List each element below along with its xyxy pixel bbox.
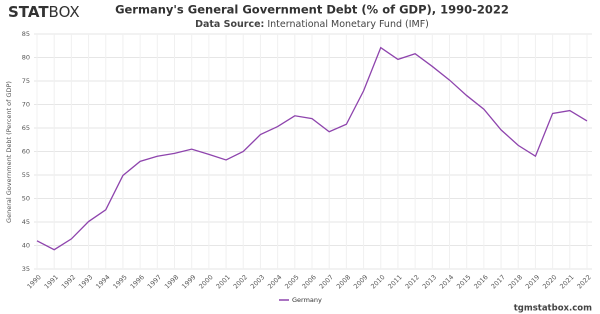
x-tick-label: 2015 [455,273,472,290]
x-tick-label: 1994 [94,273,111,290]
y-tick-label: 50 [22,195,30,203]
chart-title: Germany's General Government Debt (% of … [115,3,509,17]
x-tick-label: 2006 [300,273,317,290]
x-tick-label: 2004 [266,273,283,290]
x-tick-label: 1995 [111,273,128,290]
x-tick-label: 2013 [421,273,438,290]
y-tick-label: 70 [22,101,30,109]
x-tick-label: 2022 [575,273,592,290]
logo-bold: STAT [8,3,49,21]
x-tick-label: 2000 [197,273,214,290]
line [36,46,588,251]
x-tick-label: 2010 [369,273,386,290]
y-axis-label: General Government Debt (Percent of GDP) [5,81,13,223]
x-tick-label: 2017 [490,273,507,290]
x-tick-label: 1993 [77,273,94,290]
x-tick-label: 1990 [25,273,42,290]
x-tick-label: 2002 [232,273,249,290]
y-tick-label: 85 [22,30,30,38]
x-tick-label: 1992 [60,273,77,290]
y-tick-label: 65 [22,124,30,132]
legend-label: Germany [292,296,322,304]
x-tick-label: 2008 [335,273,352,290]
x-tick-label: 2019 [524,273,541,290]
x-tick-label: 1996 [129,273,146,290]
x-tick-label: 2018 [507,273,524,290]
y-tick-label: 40 [22,242,30,250]
x-tick-label: 1998 [163,273,180,290]
x-tick-label: 1991 [43,273,60,290]
x-tick-label: 2021 [558,273,575,290]
x-tick-label: 2003 [249,273,266,290]
source: International Monetary Fund (IMF) [267,19,429,30]
logo-light: BOX [49,3,80,21]
x-tick-label: 2012 [404,273,421,290]
y-tick-label: 35 [22,265,30,273]
footer: tgmstatbox.com [514,304,592,314]
x-tick-label: 1997 [146,273,163,290]
y-tick-label: 60 [22,148,30,156]
y-tick-label: 80 [22,54,30,62]
y-tick-label: 55 [22,171,30,179]
x-tick-label: 2007 [318,273,335,290]
x-tick-label: 2011 [386,273,403,290]
source-label: Data Source: [195,19,264,30]
x-tick-label: 2009 [352,273,369,290]
logo: STATBOX [8,3,80,21]
x-tick-label: 2014 [438,273,455,290]
x-tick-label: 2016 [472,273,489,290]
x-tick-label: 2005 [283,273,300,290]
subtitle: Data Source: International Monetary Fund… [195,19,429,30]
y-tick-label: 45 [22,218,30,226]
x-tick-label: 2020 [541,273,558,290]
x-tick-label: 2001 [215,273,232,290]
y-tick-label: 75 [22,77,30,85]
x-tick-label: 1999 [180,273,197,290]
